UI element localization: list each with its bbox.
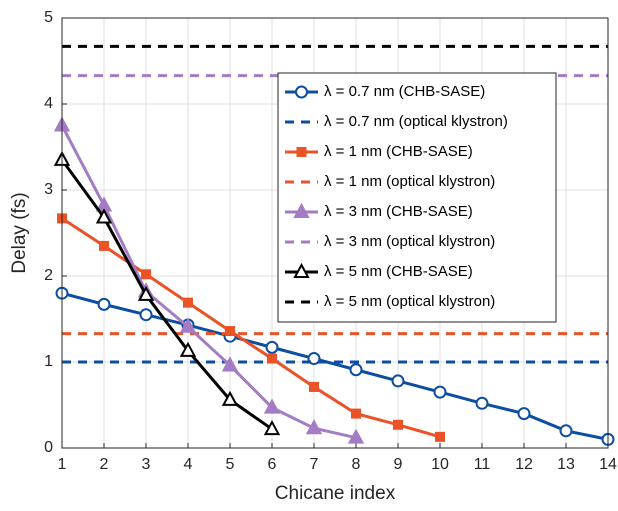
- marker: [309, 381, 319, 392]
- legend: λ = 0.7 nm (CHB-SASE) λ = 0.7 nm (optical…: [277, 72, 557, 323]
- marker: [221, 356, 239, 372]
- marker: [307, 352, 321, 366]
- marker: [99, 240, 109, 251]
- y-tick-label: 1: [44, 353, 53, 370]
- marker: [95, 208, 113, 224]
- x-tick-label: 1: [58, 456, 67, 473]
- y-tick-label: 4: [44, 95, 53, 112]
- marker: [263, 419, 281, 436]
- marker: [137, 285, 155, 301]
- marker: [351, 408, 361, 419]
- x-tick-label: 4: [184, 456, 193, 473]
- x-tick-label: 6: [268, 456, 277, 473]
- legend-label: λ = 0.7 nm (optical klystron): [324, 113, 508, 130]
- x-tick-label: 7: [310, 456, 319, 473]
- legend-marker: [296, 147, 307, 157]
- marker: [141, 269, 151, 280]
- series-line: [61, 217, 441, 439]
- x-tick-label: 11: [474, 456, 491, 473]
- legend-label: λ = 5 nm (optical klystron): [324, 293, 495, 310]
- legend-label: λ = 0.7 nm (CHB-SASE): [324, 83, 485, 100]
- marker: [263, 398, 281, 414]
- legend-marker: [295, 85, 308, 99]
- x-axis-label: Chicane index: [275, 483, 396, 504]
- legend-box: [277, 72, 557, 323]
- x-tick-label: 13: [557, 456, 575, 473]
- y-tick-label: 2: [44, 267, 53, 284]
- y-tick-label: 5: [44, 9, 53, 26]
- x-tick-label: 9: [394, 456, 403, 473]
- x-tick-label: 5: [226, 456, 235, 473]
- series-line: [60, 124, 357, 440]
- marker: [139, 308, 153, 322]
- marker: [97, 297, 111, 311]
- marker: [393, 419, 403, 430]
- x-tick-label: 3: [142, 456, 151, 473]
- legend-label: λ = 1 nm (CHB-SASE): [324, 143, 473, 160]
- marker: [391, 374, 405, 388]
- y-tick-label: 0: [44, 439, 53, 456]
- legend-label: λ = 1 nm (optical klystron): [324, 173, 495, 190]
- marker: [433, 385, 447, 399]
- x-tick-label: 10: [431, 456, 449, 473]
- marker: [475, 396, 489, 410]
- y-axis-label: Delay (fs): [9, 192, 30, 273]
- legend-label: λ = 3 nm (CHB-SASE): [324, 203, 473, 220]
- marker: [305, 419, 323, 435]
- y-tick-label: 3: [44, 181, 53, 198]
- x-tick-label: 8: [352, 456, 361, 473]
- series-line: [61, 291, 609, 441]
- marker: [435, 431, 445, 442]
- marker: [179, 317, 197, 333]
- marker: [265, 340, 279, 354]
- marker: [183, 297, 193, 308]
- x-tick-label: 12: [515, 456, 533, 473]
- axes-box: [61, 17, 609, 449]
- marker: [347, 428, 365, 444]
- marker: [221, 390, 239, 406]
- marker: [349, 363, 363, 377]
- legend-label: λ = 5 nm (CHB-SASE): [324, 263, 473, 280]
- x-tick-label: 2: [100, 456, 109, 473]
- marker: [179, 341, 197, 357]
- legend-marker: [293, 202, 310, 218]
- marker: [559, 424, 573, 438]
- marker: [267, 353, 277, 364]
- x-tick-label: 14: [599, 456, 617, 473]
- legend-marker: [293, 262, 310, 278]
- marker: [517, 407, 531, 421]
- legend-label: λ = 3 nm (optical klystron): [324, 233, 495, 250]
